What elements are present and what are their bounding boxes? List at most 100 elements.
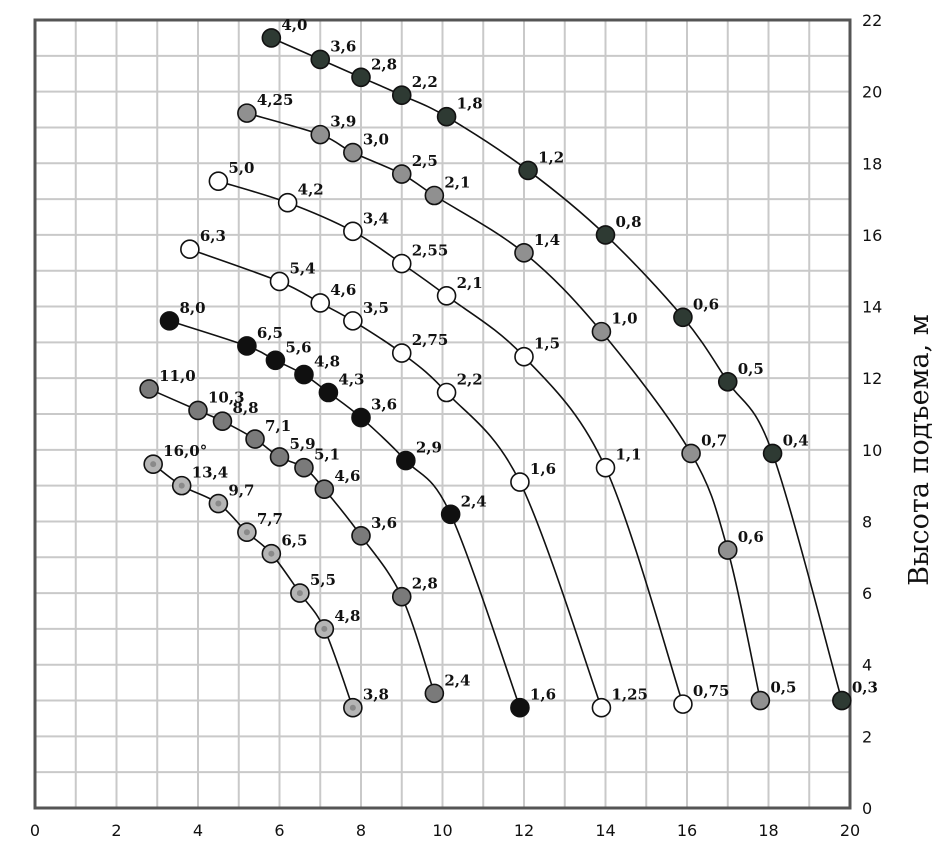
x-tick-label: 12 xyxy=(514,821,534,840)
data-point xyxy=(351,525,371,546)
point-label: 6,3 xyxy=(200,227,226,245)
point-label: 8,0 xyxy=(179,299,205,317)
point-label: 2,2 xyxy=(457,371,483,389)
point-label: 0,75 xyxy=(693,682,730,700)
y-tick-label: 4 xyxy=(862,656,872,675)
x-tick-label: 0 xyxy=(30,821,40,840)
grid xyxy=(35,20,850,808)
data-point xyxy=(269,447,290,467)
point-label: 5,1 xyxy=(314,446,340,464)
data-point xyxy=(750,690,771,711)
point-label: 2,9 xyxy=(416,439,442,457)
y-tick-label: 12 xyxy=(862,369,882,388)
point-label: 2,1 xyxy=(444,174,470,192)
y-tick-label: 2 xyxy=(862,727,872,746)
point-label: 3,6 xyxy=(371,514,397,532)
point-label: 1,4 xyxy=(534,231,560,249)
y-tick-label: 10 xyxy=(862,441,882,460)
data-point xyxy=(391,586,412,607)
data-point xyxy=(265,350,286,371)
x-tick-label: 16 xyxy=(677,821,697,840)
data-point xyxy=(237,336,257,356)
data-point xyxy=(717,371,738,392)
data-point xyxy=(310,293,331,313)
point-label: 4,8 xyxy=(314,353,340,371)
x-tick-label: 14 xyxy=(595,821,615,840)
point-label: 1,5 xyxy=(534,335,560,353)
point-label: 0,5 xyxy=(770,679,796,697)
data-point xyxy=(424,185,445,206)
data-point xyxy=(245,429,265,449)
point-labels: 4,0 3,6 2,8 2,2 1,8 1,2 0,8 0,6 0,5 0,4 0,3 4,25 3,9… xyxy=(159,16,878,704)
plot-frame xyxy=(33,18,852,810)
point-label: 1,2 xyxy=(538,148,564,166)
data-point-inner xyxy=(321,625,328,632)
data-point-inner xyxy=(349,704,356,711)
data-point xyxy=(294,457,314,478)
point-label: 4,2 xyxy=(298,181,324,199)
data-point-inner xyxy=(150,461,157,468)
point-label: 0,6 xyxy=(693,295,719,313)
point-label: 1,6 xyxy=(530,460,556,478)
point-label: 2,55 xyxy=(412,242,449,260)
data-point xyxy=(294,364,314,385)
point-label: 0,5 xyxy=(738,360,764,378)
data-point xyxy=(518,160,538,181)
data-point xyxy=(318,382,339,403)
data-point xyxy=(261,28,282,48)
point-label: 9,7 xyxy=(228,482,254,500)
data-point-inner xyxy=(243,529,250,536)
data-point xyxy=(139,379,159,399)
data-point-inner xyxy=(178,482,185,489)
point-label: 5,9 xyxy=(290,435,316,453)
x-tick-label: 10 xyxy=(432,821,452,840)
point-label: 7,7 xyxy=(257,510,283,528)
point-label: 2,8 xyxy=(412,575,438,593)
point-label: 13,4 xyxy=(192,464,229,482)
data-point xyxy=(595,225,616,245)
data-point xyxy=(832,690,852,711)
point-label: 0,3 xyxy=(852,679,878,697)
data-point xyxy=(762,443,783,464)
point-label: 3,4 xyxy=(363,209,389,227)
point-label: 2,4 xyxy=(444,671,470,689)
point-label: 5,5 xyxy=(310,571,336,589)
point-label: 0,7 xyxy=(701,431,727,449)
y-tick-label: 16 xyxy=(862,226,882,245)
point-label: 7,1 xyxy=(265,417,291,435)
data-point xyxy=(237,103,257,123)
point-label: 1,25 xyxy=(611,686,648,704)
data-point-inner xyxy=(215,500,222,507)
point-label: 5,6 xyxy=(285,338,311,356)
y-tick-label: 8 xyxy=(862,512,872,531)
point-label: 4,0 xyxy=(281,16,307,34)
point-label: 8,8 xyxy=(232,399,258,417)
point-label: 0,6 xyxy=(738,528,764,546)
point-label: 1,0 xyxy=(611,310,637,328)
data-point xyxy=(591,321,612,342)
data-point xyxy=(436,106,457,127)
data-point xyxy=(436,285,457,306)
data-point xyxy=(510,472,530,492)
y-axis-title: Высота подъема, м xyxy=(904,314,935,586)
point-label: 1,8 xyxy=(457,95,483,113)
y-tick-label: 18 xyxy=(862,154,882,173)
data-point xyxy=(391,343,412,363)
point-label: 5,4 xyxy=(290,259,316,277)
y-tick-label: 0 xyxy=(862,799,872,818)
y-tick-label: 22 xyxy=(862,11,882,30)
data-point xyxy=(391,85,412,106)
point-label: 5,0 xyxy=(228,159,254,177)
x-tick-label: 18 xyxy=(758,821,778,840)
point-label: 6,5 xyxy=(281,532,307,550)
data-point xyxy=(351,407,371,428)
data-point xyxy=(159,311,180,331)
point-label: 2,75 xyxy=(412,331,449,349)
point-label: 3,6 xyxy=(371,396,397,414)
data-point xyxy=(396,450,416,471)
point-label: 4,6 xyxy=(334,467,360,485)
series-points xyxy=(139,28,852,718)
data-point xyxy=(591,697,612,718)
data-point-inner xyxy=(296,590,303,597)
